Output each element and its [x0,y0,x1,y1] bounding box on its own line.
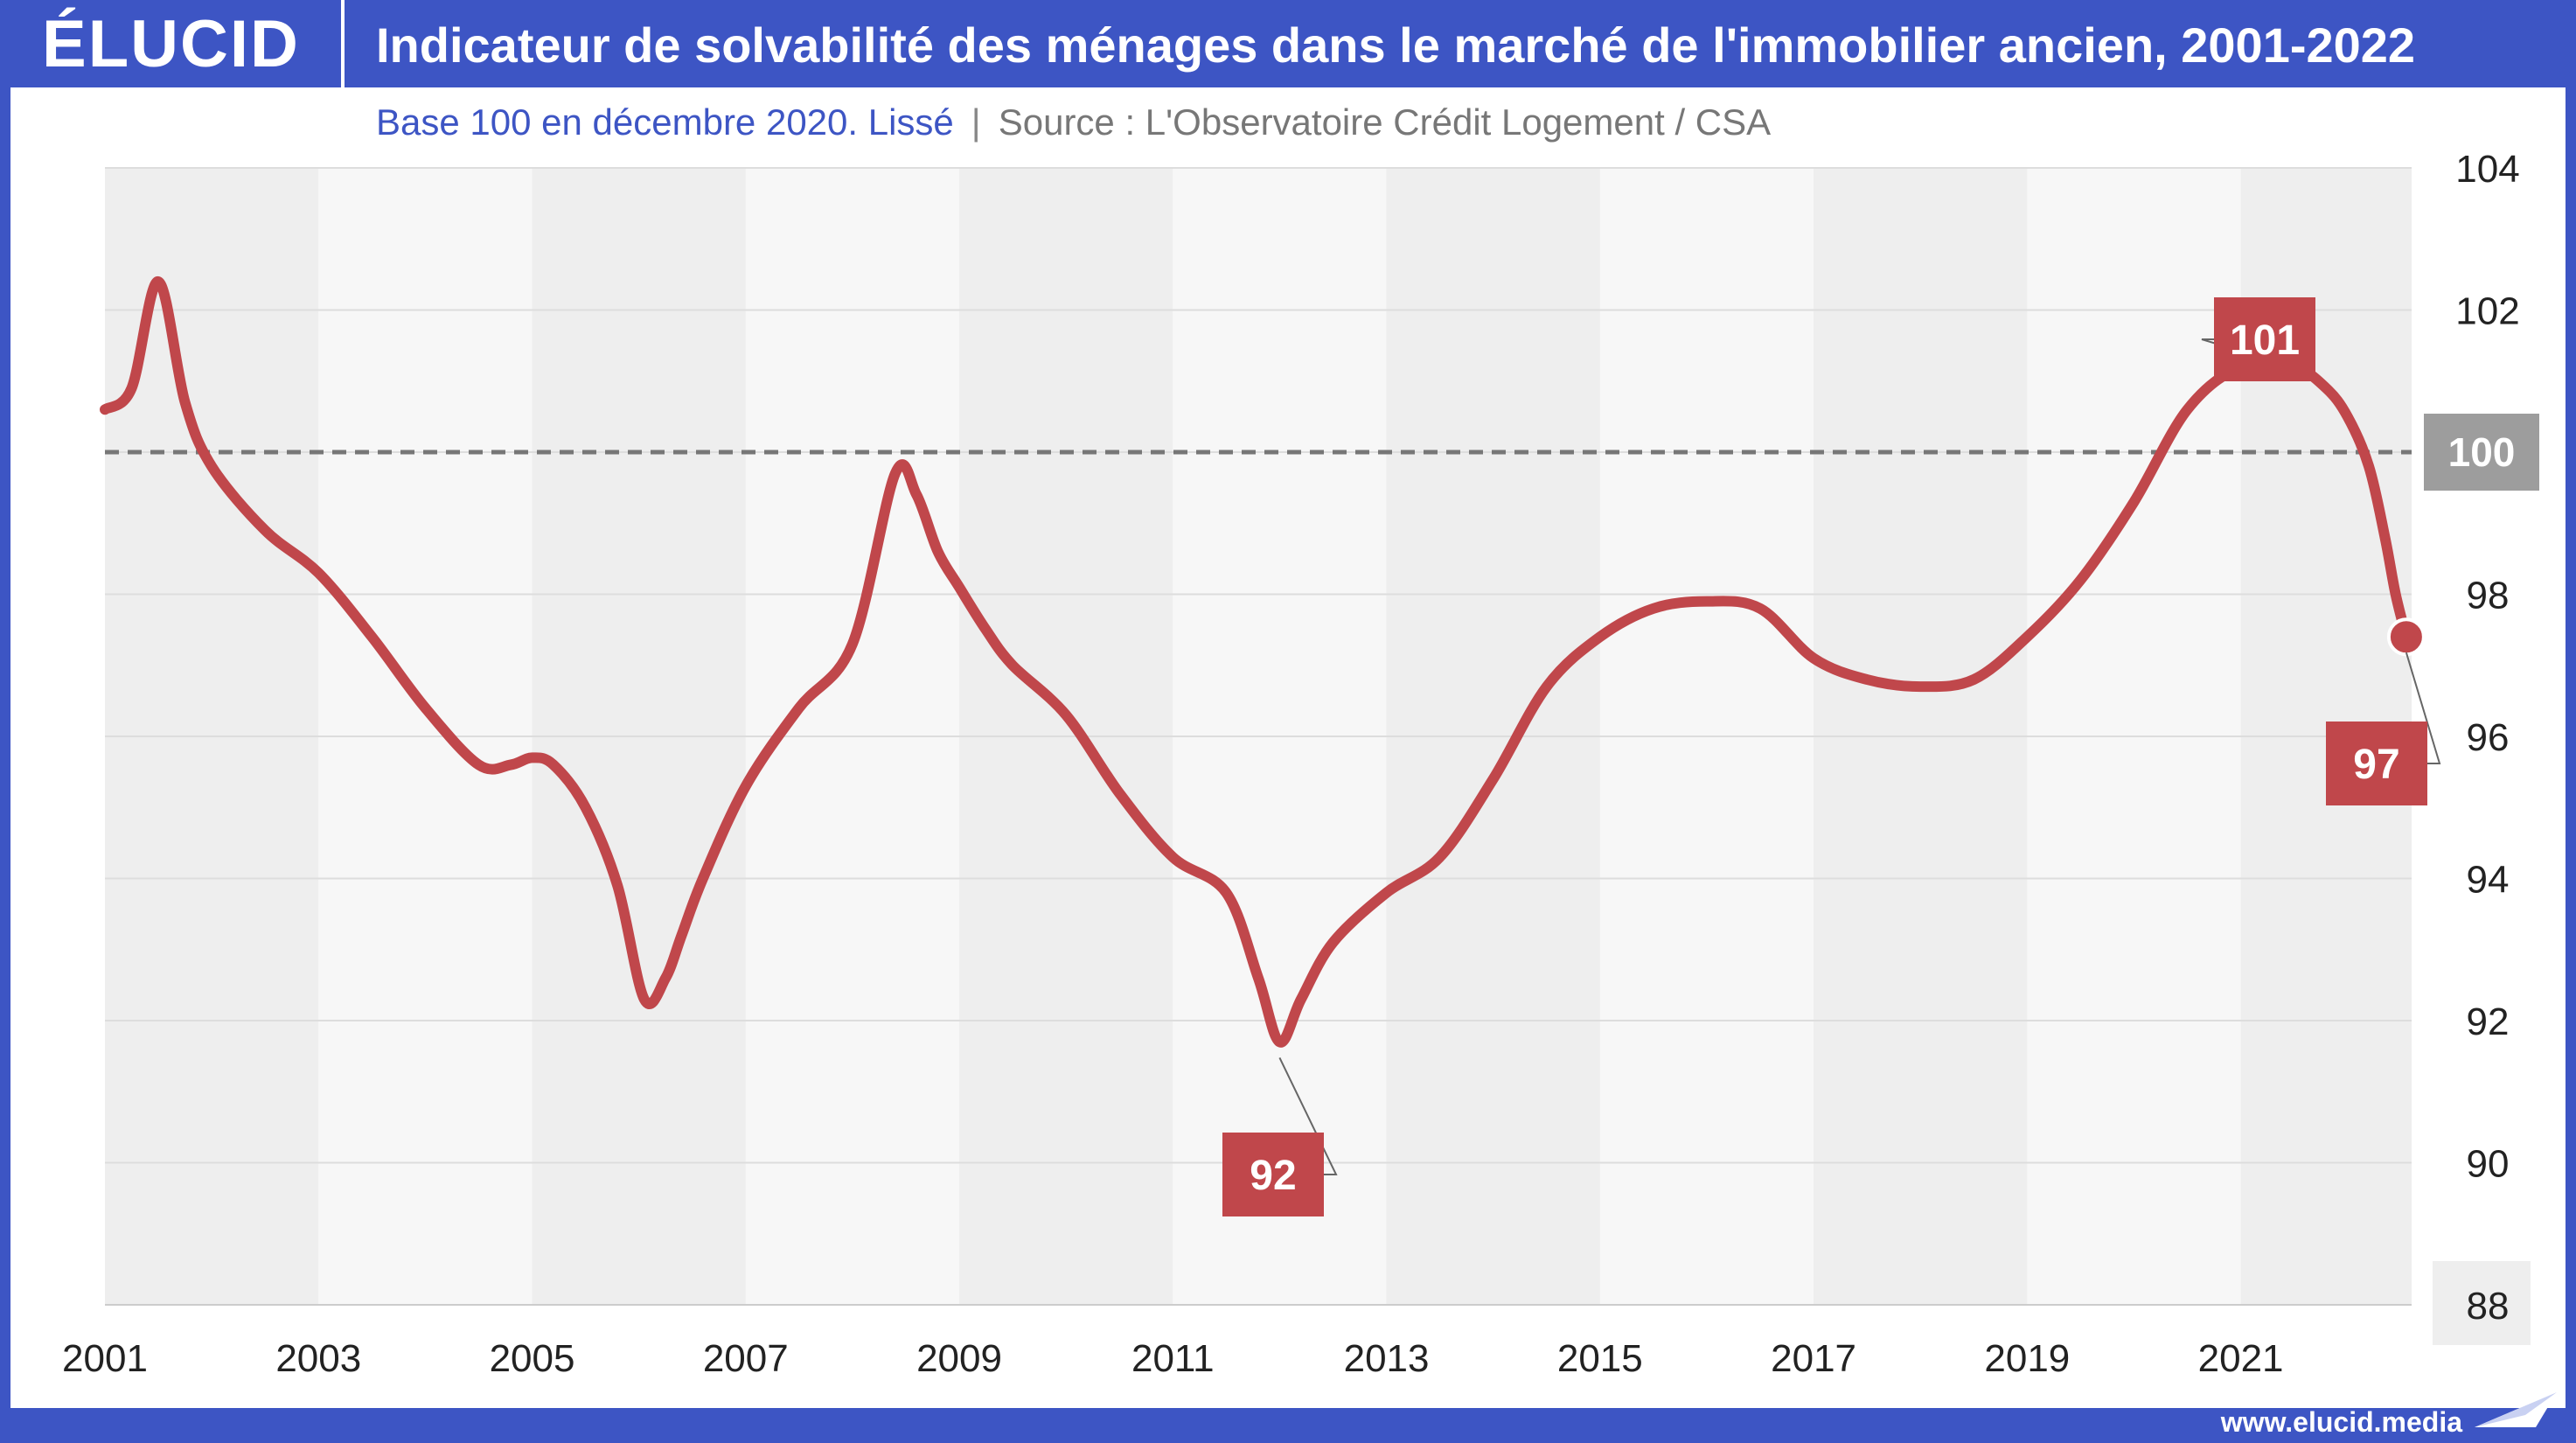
elucid-arrow-icon [2475,1392,2557,1427]
x-tick-label: 2001 [62,1337,148,1380]
y-min-label-box [2433,1261,2531,1345]
x-tick-label: 2019 [1984,1337,2070,1380]
y-tick-label: 98 [2467,575,2510,617]
x-tick-label: 2011 [1131,1337,1215,1380]
footer-url[interactable]: www.elucid.media [2220,1406,2462,1438]
x-tick-label: 2003 [275,1337,361,1380]
x-axis-ticks: 2001 2003 2005 2007 2009 2011 2013 2015 2017 2019… [62,1337,2283,1380]
subtitle-separator: | [971,101,981,143]
x-tick-label: 2005 [490,1337,575,1380]
y-tick-label: 96 [2467,716,2510,759]
subtitle-base: Base 100 en décembre 2020. Lissé [376,101,954,143]
y-tick-label: 90 [2467,1143,2510,1186]
y-tick-label: 102 [2455,290,2519,333]
annotation-leader [1278,1056,1338,1175]
reference-value-box [2424,414,2539,491]
x-tick-label: 2015 [1557,1337,1643,1380]
series-line-group [100,275,2426,1048]
reference-value-label: 100 [2448,429,2516,475]
elucid-logo[interactable]: ÉLUCID [42,7,300,81]
annotation-label: 97 [2353,742,2399,788]
x-tick-label: 2017 [1771,1337,1856,1380]
header-bar: ÉLUCID Indicateur de solvabilité des mén… [0,0,2576,87]
annotation-box [2214,297,2315,381]
y-tick-label: 104 [2455,148,2519,191]
y-tick-label: 94 [2467,859,2510,902]
x-tick-label: 2013 [1344,1337,1430,1380]
subtitle-source: Source : L'Observatoire Crédit Logement … [998,101,1772,143]
end-point-marker [2386,617,2426,657]
y-axis-ticks: 104 102 100 98 96 94 92 90 88 [2424,148,2539,1345]
x-tick-label: 2007 [703,1337,789,1380]
annotation-leader [2405,652,2441,764]
annotation-label: 92 [1250,1153,1296,1199]
x-tick-label: 2021 [2198,1337,2284,1380]
annotation-box [2326,722,2427,805]
x-tick-label: 2009 [916,1337,1002,1380]
annotation-box [1222,1133,1324,1216]
header-divider [341,0,345,87]
annotations: 101 92 97 [1222,297,2441,1216]
chart-subtitle: Base 100 en décembre 2020. Lissé | Source … [376,96,1771,149]
series-line [100,275,2412,1048]
chart-title: Indicateur de solvabilité des ménages da… [376,17,2416,73]
y-tick-label: 92 [2467,1000,2510,1043]
y-tick-label: 88 [2467,1285,2510,1328]
annotation-label: 101 [2230,317,2300,364]
